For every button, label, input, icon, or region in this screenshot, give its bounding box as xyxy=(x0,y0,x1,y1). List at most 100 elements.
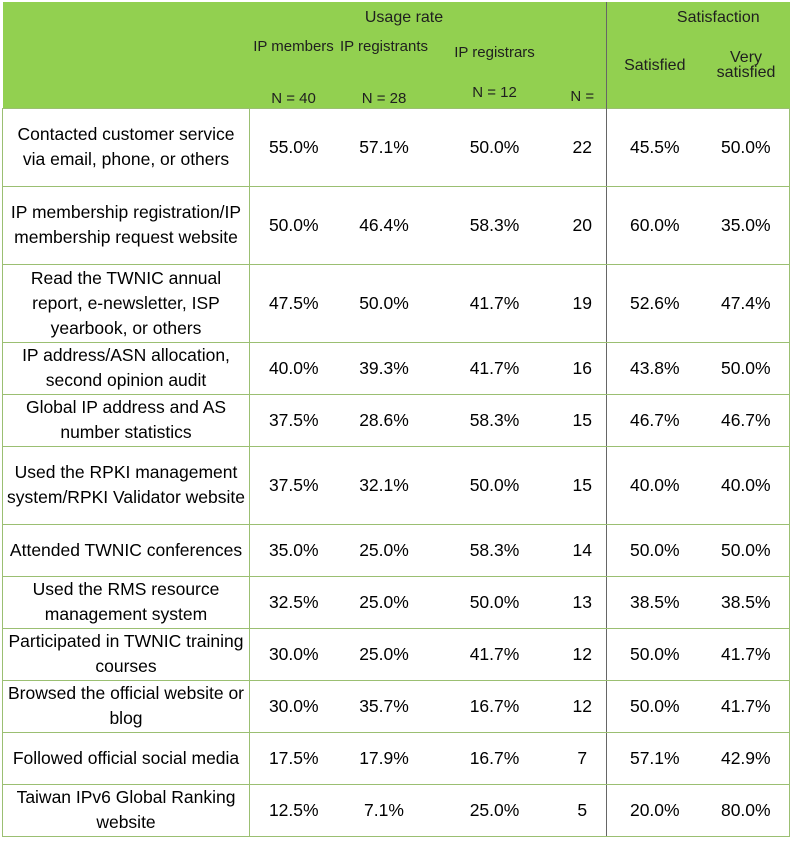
table-row: Attended TWNIC conferences 35.0% 25.0% 58.3… xyxy=(2,524,791,577)
header-service-blank xyxy=(2,2,250,108)
n-value: 12 xyxy=(558,680,608,733)
ip-registrants-value: 25.0% xyxy=(337,524,431,577)
ip-registrants-value: 28.6% xyxy=(337,394,431,447)
service-cell: Global IP address and AS number statisti… xyxy=(2,394,250,447)
n-value: 14 xyxy=(558,524,608,577)
very-satisfied-value: 46.7% xyxy=(702,394,791,447)
very-satisfied-value: 38.5% xyxy=(702,576,791,629)
service-cell: Browsed the official website or blog xyxy=(2,680,250,733)
service-cell: Followed official social media xyxy=(2,732,250,785)
very-satisfied-value: 50.0% xyxy=(702,107,791,187)
service-cell: Read the TWNIC annual report, e-newslett… xyxy=(2,264,250,343)
ip-members-value: 50.0% xyxy=(249,186,338,265)
satisfied-value: 20.0% xyxy=(606,784,703,837)
table-header: Usage rate Satisfaction IP members IP re… xyxy=(2,2,790,108)
very-satisfied-value: 41.7% xyxy=(702,680,791,733)
service-cell: IP address/ASN allocation, second opinio… xyxy=(2,342,250,395)
ip-registrants-value: 17.9% xyxy=(337,732,431,785)
ip-members-value: 37.5% xyxy=(249,394,338,447)
n-value: 15 xyxy=(558,394,608,447)
ip-members-value: 40.0% xyxy=(249,342,338,395)
service-cell: IP membership registration/IP membership… xyxy=(2,186,250,265)
table-row: Used the RMS resource management system 3… xyxy=(2,576,791,629)
satisfied-value: 50.0% xyxy=(606,628,703,681)
very-satisfied-value: 47.4% xyxy=(702,264,791,343)
satisfied-heading: Satisfied xyxy=(606,34,703,108)
satisfied-value: 57.1% xyxy=(606,732,703,785)
ip-registrants-value: 50.0% xyxy=(337,264,431,343)
ip-registrars-value: 25.0% xyxy=(430,784,559,837)
n-value: 22 xyxy=(558,107,608,187)
service-cell: Participated in TWNIC training courses xyxy=(2,628,250,681)
n-value: 19 xyxy=(558,264,608,343)
satisfied-value: 50.0% xyxy=(606,680,703,733)
ip-registrants-value: 57.1% xyxy=(337,107,431,187)
n-value: 7 xyxy=(558,732,608,785)
ip-registrars-value: 16.7% xyxy=(430,732,559,785)
n-value: 13 xyxy=(558,576,608,629)
table-row: IP address/ASN allocation, second opinio… xyxy=(2,342,791,395)
ip-registrars-heading: IP registrars xyxy=(430,34,559,74)
ip-members-value: 17.5% xyxy=(249,732,338,785)
ip-members-value: 35.0% xyxy=(249,524,338,577)
ip-members-heading: IP members xyxy=(249,34,338,74)
ip-members-value: 32.5% xyxy=(249,576,338,629)
ip-registrants-value: 39.3% xyxy=(337,342,431,395)
ip-registrants-value: 7.1% xyxy=(337,784,431,837)
service-cell: Used the RPKI management system/RPKI Val… xyxy=(2,446,250,525)
ip-registrars-value: 58.3% xyxy=(430,524,559,577)
header-divider-cell xyxy=(558,2,608,34)
ip-registrars-value: 41.7% xyxy=(430,264,559,343)
ip-members-value: 30.0% xyxy=(249,628,338,681)
table-row: Followed official social media 17.5% 17.9%… xyxy=(2,732,791,785)
n-registrants: N = 28 xyxy=(337,74,431,108)
satisfied-value: 40.0% xyxy=(606,446,703,525)
table-row: Global IP address and AS number statisti… xyxy=(2,394,791,447)
header-n-spacer xyxy=(558,34,608,74)
very-satisfied-value: 80.0% xyxy=(702,784,791,837)
table-row: Read the TWNIC annual report, e-newslett… xyxy=(2,264,791,343)
very-satisfied-value: 35.0% xyxy=(702,186,791,265)
ip-members-value: 47.5% xyxy=(249,264,338,343)
ip-members-value: 30.0% xyxy=(249,680,338,733)
table-body: Contacted customer service via email, ph… xyxy=(2,107,791,837)
ip-registrars-value: 58.3% xyxy=(430,394,559,447)
ip-registrars-value: 50.0% xyxy=(430,576,559,629)
ip-registrants-heading: IP registrants xyxy=(337,34,431,74)
satisfied-value: 38.5% xyxy=(606,576,703,629)
very-satisfied-value: 50.0% xyxy=(702,342,791,395)
satisfaction-heading: Satisfaction xyxy=(606,2,790,34)
ip-registrars-value: 41.7% xyxy=(430,342,559,395)
table-row: Participated in TWNIC training courses 30… xyxy=(2,628,791,681)
ip-registrants-value: 46.4% xyxy=(337,186,431,265)
ip-members-value: 37.5% xyxy=(249,446,338,525)
ip-registrants-value: 25.0% xyxy=(337,628,431,681)
table-row: IP membership registration/IP membership… xyxy=(2,186,791,265)
table-row: Browsed the official website or blog 30.0… xyxy=(2,680,791,733)
ip-registrars-value: 41.7% xyxy=(430,628,559,681)
ip-registrants-value: 32.1% xyxy=(337,446,431,525)
n-value: 15 xyxy=(558,446,608,525)
n-members: N = 40 xyxy=(249,74,338,108)
usage-rate-heading: Usage rate xyxy=(249,2,559,34)
very-satisfied-value: 41.7% xyxy=(702,628,791,681)
ip-registrars-value: 58.3% xyxy=(430,186,559,265)
satisfied-value: 52.6% xyxy=(606,264,703,343)
n-value: 16 xyxy=(558,342,608,395)
table-row: Taiwan IPv6 Global Ranking website 12.5% 7… xyxy=(2,784,791,837)
n-registrars: N = 12 xyxy=(430,74,559,108)
satisfied-value: 50.0% xyxy=(606,524,703,577)
satisfied-value: 60.0% xyxy=(606,186,703,265)
table-row: Used the RPKI management system/RPKI Val… xyxy=(2,446,791,525)
service-cell: Taiwan IPv6 Global Ranking website xyxy=(2,784,250,837)
service-cell: Attended TWNIC conferences xyxy=(2,524,250,577)
satisfied-value: 46.7% xyxy=(606,394,703,447)
ip-registrars-value: 50.0% xyxy=(430,107,559,187)
ip-registrars-value: 50.0% xyxy=(430,446,559,525)
very-satisfied-value: 40.0% xyxy=(702,446,791,525)
ip-registrants-value: 35.7% xyxy=(337,680,431,733)
service-cell: Used the RMS resource management system xyxy=(2,576,250,629)
service-cell: Contacted customer service via email, ph… xyxy=(2,107,250,187)
ip-members-value: 55.0% xyxy=(249,107,338,187)
n-satisfaction: N = xyxy=(558,74,608,108)
